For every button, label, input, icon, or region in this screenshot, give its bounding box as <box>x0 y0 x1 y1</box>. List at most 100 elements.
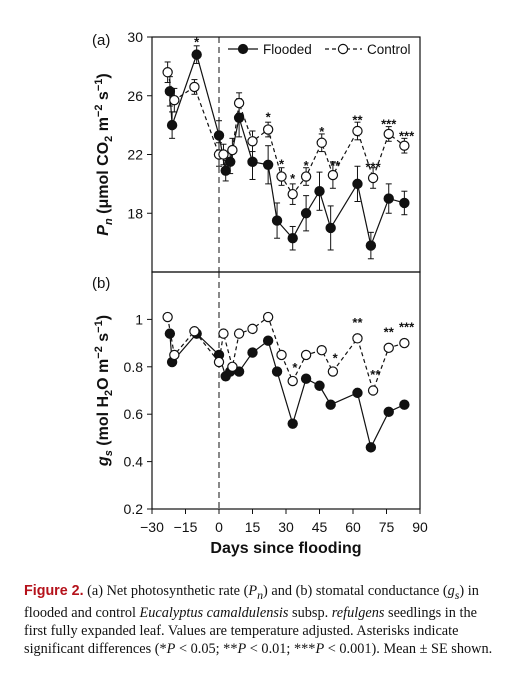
significance-marker: ** <box>352 315 363 330</box>
y-axis-label-part: (μmol CO <box>95 142 112 218</box>
caption-gs-symbol: g <box>447 583 455 599</box>
y-axis-label-part: −2 <box>93 346 105 359</box>
data-point <box>367 172 379 184</box>
data-point <box>189 326 200 337</box>
data-point <box>233 97 245 109</box>
series-line <box>167 316 405 393</box>
y-axis-label-part: −1 <box>93 320 105 333</box>
data-point <box>276 349 287 361</box>
y-axis-label-part: s <box>95 91 112 104</box>
significance-marker: ** <box>370 367 381 382</box>
y-axis-label-part: 2 <box>103 136 115 142</box>
x-tick-label: −30 <box>140 519 164 535</box>
data-point <box>383 406 394 418</box>
y-tick-label: 26 <box>127 88 143 104</box>
significance-marker: * <box>333 350 339 365</box>
y-axis-label-part: O m <box>95 359 112 390</box>
data-point <box>352 387 363 399</box>
series-control <box>162 61 410 205</box>
data-point <box>287 233 298 244</box>
data-point <box>383 193 394 204</box>
data-point <box>164 328 176 339</box>
data-point <box>365 240 377 251</box>
legend: Flooded Control <box>228 42 411 57</box>
y-tick-label: 22 <box>127 147 143 163</box>
y-tick-label: 30 <box>127 29 143 45</box>
caption-gs-subscript: s <box>454 587 460 602</box>
data-point <box>218 149 229 160</box>
data-point <box>352 333 363 344</box>
x-tick-label: 75 <box>379 519 395 535</box>
caption-text-4: subsp. <box>288 604 332 621</box>
significance-marker: *** <box>366 159 382 174</box>
y-tick-label: 0.6 <box>124 406 144 422</box>
data-point <box>383 342 394 354</box>
data-point <box>227 361 238 372</box>
data-point <box>271 215 283 226</box>
plot-frame <box>151 36 421 273</box>
data-point <box>213 130 225 141</box>
panel-b: 0.2 0.4 0.6 0.8 1 −30 −15 0 15 30 45 60 75 90 Days sin… <box>92 271 428 557</box>
plot-frame <box>151 271 421 510</box>
data-point <box>300 208 312 219</box>
y-axis-label-part: s <box>103 450 115 456</box>
x-tick-label: 90 <box>412 519 428 535</box>
data-point <box>325 399 336 410</box>
data-point <box>316 137 327 148</box>
data-point <box>262 124 274 135</box>
data-point <box>300 171 312 182</box>
data-point <box>325 222 336 234</box>
caption-species: Eucalyptus camaldulensis <box>139 604 289 621</box>
caption-text-3: ) in flooded and control <box>24 583 479 621</box>
data-point <box>220 165 231 176</box>
data-point <box>169 94 180 106</box>
y-axis-label-part: P <box>95 225 112 236</box>
x-tick-label: 45 <box>312 519 328 535</box>
data-point <box>327 366 339 377</box>
x-tick-label: 15 <box>245 519 261 535</box>
caption-pn-symbol: P <box>248 583 258 599</box>
y-tick-label: 1 <box>135 311 143 327</box>
data-point <box>327 169 339 181</box>
panel-label: (b) <box>92 275 110 292</box>
data-point <box>189 81 200 93</box>
caption-text-8: < 0.001). Mean ± SE shown. <box>324 640 493 657</box>
data-point <box>352 178 363 190</box>
data-point <box>287 188 298 200</box>
caption-p-symbol-2: P <box>237 640 247 657</box>
x-tick-label: 0 <box>215 519 223 535</box>
caption-text-7: < 0.01; *** <box>246 640 316 657</box>
data-point <box>399 197 410 209</box>
y-axis-label-part: −1 <box>93 79 105 92</box>
y-tick-label: 0.4 <box>124 454 144 470</box>
data-point <box>262 159 274 170</box>
data-point <box>399 399 410 410</box>
significance-marker: * <box>290 171 296 186</box>
caption-pn-subscript: n <box>257 587 264 602</box>
y-axis-label-part: (mol H <box>95 396 112 450</box>
significance-marker: ** <box>330 158 341 173</box>
y-axis-label-part: n <box>103 218 115 225</box>
data-point <box>367 385 379 396</box>
series-flooded <box>164 45 410 260</box>
significance-marker: ** <box>352 112 363 127</box>
data-point <box>399 337 410 349</box>
y-axis-label-part: ) <box>95 73 112 78</box>
data-point <box>169 349 180 361</box>
y-tick-label: 0.2 <box>124 501 144 517</box>
x-axis-label: Days since flooding <box>210 540 361 557</box>
y-axis-label: gs (mol H2O m−2 s−1) <box>93 315 115 467</box>
data-point <box>191 49 202 60</box>
legend-flooded-label: Flooded <box>263 42 312 57</box>
y-axis-label-part: 2 <box>103 390 115 396</box>
data-point <box>162 67 173 78</box>
data-point <box>287 418 298 429</box>
data-point <box>262 335 274 346</box>
caption-text-1: (a) Net photosynthetic rate ( <box>83 583 249 599</box>
significance-marker: * <box>319 124 325 139</box>
data-point <box>287 375 298 387</box>
y-axis-label-part: −2 <box>93 105 105 118</box>
y-axis-label-part: m <box>95 117 112 136</box>
